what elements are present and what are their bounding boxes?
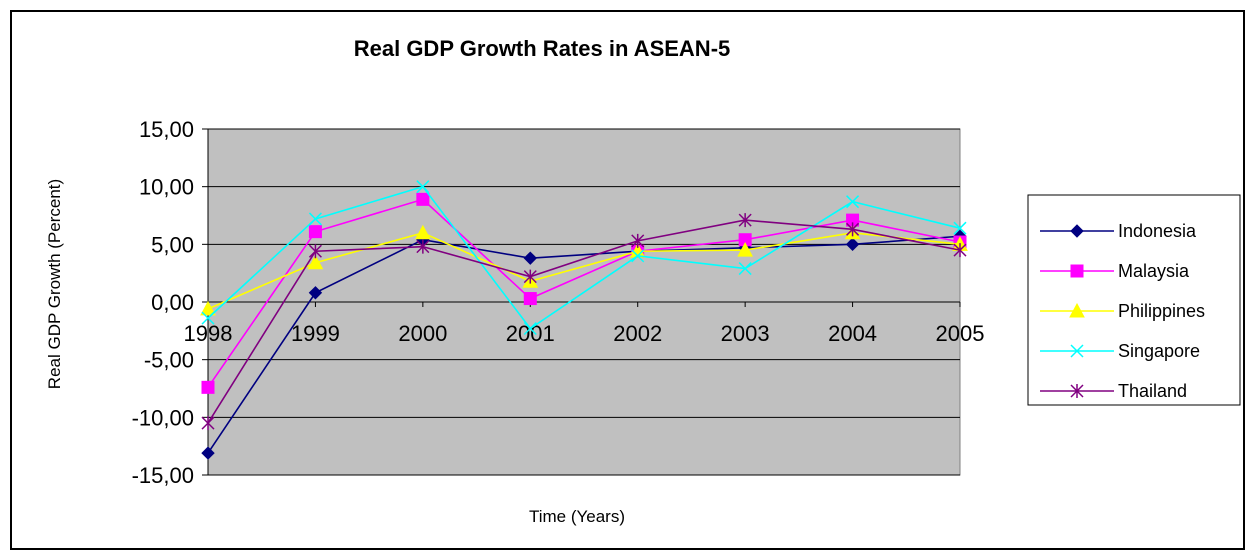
legend-label: Thailand (1118, 381, 1187, 401)
data-point-singapore (631, 249, 645, 263)
legend-item-thailand: Thailand (1040, 381, 1187, 401)
data-point-malaysia (201, 380, 215, 394)
y-tick-label: 15,00 (139, 117, 194, 142)
y-tick-label: 10,00 (139, 175, 194, 200)
series-line-indonesia (207, 235, 961, 454)
data-point-malaysia (308, 225, 322, 239)
data-point-philippines (737, 242, 753, 257)
legend-marker-thailand (1070, 384, 1084, 398)
y-axis-title: Real GDP Growth (Percent) (45, 179, 64, 389)
legend-marker-malaysia (1070, 264, 1084, 278)
data-point-singapore (308, 212, 322, 226)
data-point-malaysia (523, 292, 537, 306)
data-point-thailand (416, 239, 430, 254)
data-point-singapore (201, 311, 215, 325)
x-axis-title: Time (Years) (529, 507, 625, 526)
data-point-singapore (846, 195, 860, 209)
data-point-thailand (201, 416, 215, 431)
chart-title: Real GDP Growth Rates in ASEAN-5 (354, 36, 731, 61)
legend-label: Malaysia (1118, 261, 1190, 281)
data-point-philippines (415, 224, 431, 240)
data-point-singapore (416, 180, 430, 194)
data-point-indonesia (308, 286, 323, 300)
x-tick-label: 1999 (291, 321, 340, 346)
legend-item-malaysia: Malaysia (1040, 261, 1190, 281)
x-tick-label: 2002 (613, 321, 662, 346)
data-point-philippines (629, 243, 646, 258)
series-thailand (201, 213, 967, 431)
y-tick-label: -5,00 (144, 348, 194, 373)
x-tick-label: 2004 (828, 321, 877, 346)
legend-marker-singapore (1070, 344, 1084, 358)
x-tick-label: 2001 (506, 321, 555, 346)
y-tick-label: -10,00 (132, 405, 194, 430)
data-point-thailand (953, 243, 967, 258)
data-point-thailand (846, 222, 860, 237)
legend-item-singapore: Singapore (1040, 341, 1200, 361)
legend-label: Singapore (1118, 341, 1200, 361)
series-line-singapore (207, 185, 961, 330)
series-line-malaysia (207, 198, 961, 388)
x-tick-label: 2003 (721, 321, 770, 346)
data-point-thailand (523, 269, 537, 284)
legend-label: Indonesia (1118, 221, 1197, 241)
legend-box (1027, 194, 1241, 406)
data-point-singapore (738, 262, 752, 276)
y-tick-labels: 15,00 10,00 5,00 0,00 -5,00 -10,00 -15,00 (132, 117, 194, 488)
series-singapore (201, 180, 967, 336)
series-line-thailand (207, 219, 961, 424)
data-point-malaysia (416, 192, 430, 206)
data-point-thailand (308, 244, 322, 259)
data-point-singapore (953, 221, 967, 235)
data-point-indonesia (523, 251, 537, 265)
x-tick-label: 2005 (936, 321, 985, 346)
legend-item-philippines: Philippines (1040, 301, 1205, 321)
y-tick-label: 5,00 (151, 232, 194, 257)
legend-item-indonesia: Indonesia (1040, 221, 1197, 241)
series-malaysia (201, 192, 967, 394)
series-line-philippines (207, 231, 961, 310)
x-tick-label: 1998 (184, 321, 233, 346)
data-point-indonesia (201, 446, 215, 460)
data-point-singapore (523, 321, 537, 336)
data-point-thailand (631, 233, 645, 248)
data-point-indonesia (845, 237, 860, 252)
data-point-thailand (738, 213, 752, 228)
x-tick-labels: 1998 1999 2000 2001 2002 2003 2004 2005 (184, 321, 985, 346)
data-point-philippines (307, 254, 324, 270)
series-layer (200, 180, 968, 460)
legend-label: Philippines (1118, 301, 1205, 321)
data-point-philippines (200, 300, 216, 316)
legend-marker-philippines (1069, 302, 1085, 318)
y-tick-label: 0,00 (151, 290, 194, 315)
x-tick-label: 2000 (398, 321, 447, 346)
y-tick-label: -15,00 (132, 463, 194, 488)
chart-frame: Real GDP Growth Rates in ASEAN-5 15,00 10… (10, 10, 1245, 550)
legend: Indonesia Malaysia Philippines Singapore Tha… (1027, 194, 1241, 406)
line-chart: Real GDP Growth Rates in ASEAN-5 15,00 10… (45, 36, 1241, 526)
legend-marker-indonesia (1070, 224, 1084, 238)
